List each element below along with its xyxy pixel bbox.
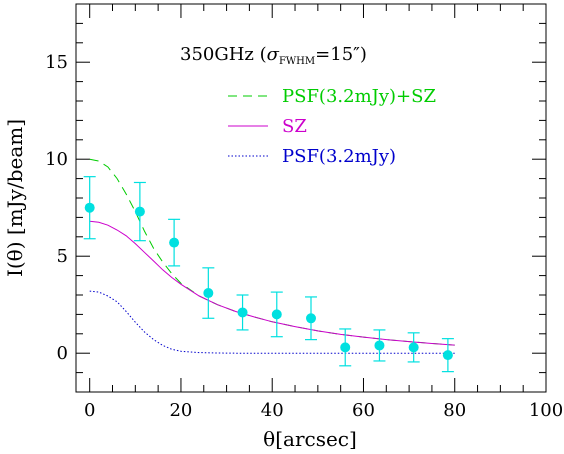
x-tick-label: 40 bbox=[261, 400, 284, 421]
data-point bbox=[306, 313, 316, 324]
data-point bbox=[134, 206, 145, 217]
y-axis-label: I(θ) [mJy/beam] bbox=[3, 119, 27, 277]
data-point bbox=[271, 309, 282, 320]
x-tick-label: 20 bbox=[169, 400, 192, 421]
x-tick-label: 0 bbox=[84, 400, 95, 421]
curve-dashed bbox=[89, 158, 455, 346]
x-tick-label: 60 bbox=[352, 400, 375, 421]
axis-ticks bbox=[76, 4, 547, 392]
data-point bbox=[408, 342, 419, 353]
y-tick-label: 5 bbox=[57, 246, 68, 267]
model-curves bbox=[89, 158, 455, 354]
legend-label: PSF(3.2mJy)+SZ bbox=[282, 86, 436, 107]
y-tick-label: 0 bbox=[57, 343, 68, 364]
chart-title: 350GHz (σFWHM=15″) bbox=[180, 44, 367, 67]
x-tick-label: 100 bbox=[529, 400, 563, 421]
legend: PSF(3.2mJy)+SZ SZ PSF(3.2mJy) bbox=[228, 86, 436, 167]
data-points bbox=[83, 176, 454, 373]
title-sigma: σ bbox=[267, 44, 280, 65]
legend-label: PSF(3.2mJy) bbox=[282, 146, 396, 167]
data-point bbox=[237, 307, 248, 318]
axis-tick-labels: 0 20 40 60 80 100 0 5 10 15 bbox=[45, 52, 563, 421]
data-point bbox=[340, 342, 351, 353]
title-subscript: FWHM bbox=[279, 56, 315, 67]
data-point bbox=[203, 288, 214, 299]
x-tick-label: 80 bbox=[443, 400, 466, 421]
curve-dotted bbox=[89, 290, 455, 354]
x-axis-label: θ[arcsec] bbox=[263, 427, 357, 451]
data-point bbox=[374, 340, 385, 351]
y-tick-label: 15 bbox=[45, 52, 68, 73]
curve-solid bbox=[89, 220, 455, 346]
legend-label: SZ bbox=[282, 116, 307, 137]
data-point bbox=[442, 350, 453, 361]
data-point bbox=[169, 237, 180, 248]
y-tick-label: 10 bbox=[45, 149, 68, 170]
title-main: 350GHz ( bbox=[180, 44, 267, 65]
title-rest: =15″) bbox=[315, 44, 367, 65]
data-point bbox=[84, 202, 95, 213]
